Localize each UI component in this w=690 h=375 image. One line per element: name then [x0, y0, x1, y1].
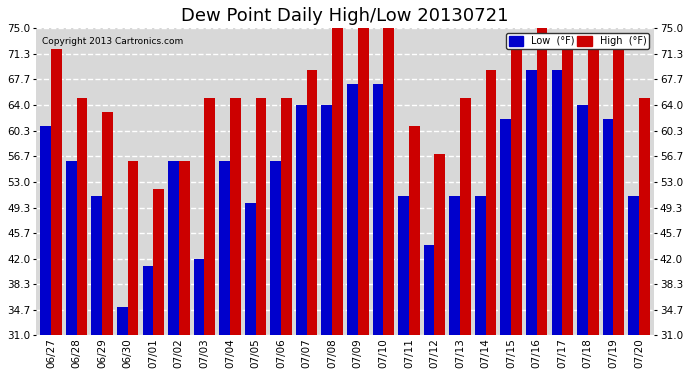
Bar [128, 160, 139, 335]
Bar [179, 160, 190, 335]
Bar [613, 49, 624, 335]
Bar [40, 126, 51, 335]
Bar [143, 266, 153, 335]
Bar [435, 154, 445, 335]
Bar [255, 98, 266, 335]
Bar [639, 98, 650, 335]
Bar [117, 308, 128, 335]
Bar [486, 70, 496, 335]
Bar [168, 160, 179, 335]
Bar [153, 189, 164, 335]
Bar [66, 160, 77, 335]
Bar [322, 105, 332, 335]
Bar [537, 28, 547, 335]
Bar [588, 49, 598, 335]
Bar [602, 119, 613, 335]
Bar [373, 84, 384, 335]
Bar [577, 105, 588, 335]
Bar [281, 98, 292, 335]
Bar [449, 196, 460, 335]
Bar [102, 112, 113, 335]
Bar [475, 196, 486, 335]
Bar [424, 244, 435, 335]
Bar [230, 98, 241, 335]
Bar [306, 70, 317, 335]
Bar [77, 98, 88, 335]
Bar [51, 49, 62, 335]
Bar [358, 28, 368, 335]
Bar [511, 49, 522, 335]
Legend: Low  (°F), High  (°F): Low (°F), High (°F) [506, 33, 649, 49]
Bar [628, 196, 639, 335]
Bar [409, 126, 420, 335]
Bar [296, 105, 306, 335]
Bar [332, 28, 343, 335]
Bar [384, 28, 394, 335]
Bar [398, 196, 409, 335]
Bar [270, 160, 281, 335]
Bar [500, 119, 511, 335]
Bar [526, 70, 537, 335]
Bar [245, 202, 255, 335]
Bar [460, 98, 471, 335]
Bar [219, 160, 230, 335]
Bar [562, 35, 573, 335]
Bar [347, 84, 358, 335]
Bar [194, 258, 204, 335]
Bar [204, 98, 215, 335]
Bar [551, 70, 562, 335]
Bar [92, 196, 102, 335]
Title: Dew Point Daily High/Low 20130721: Dew Point Daily High/Low 20130721 [181, 7, 509, 25]
Text: Copyright 2013 Cartronics.com: Copyright 2013 Cartronics.com [42, 37, 183, 46]
